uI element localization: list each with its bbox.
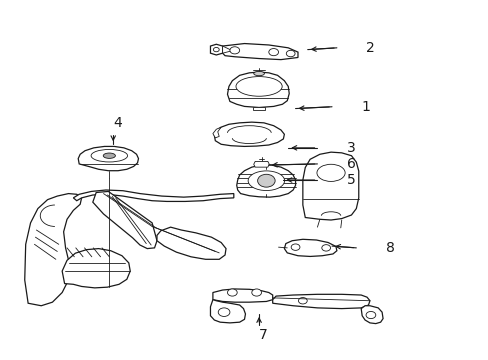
Text: 7: 7 <box>259 328 267 342</box>
Circle shape <box>218 308 229 316</box>
Polygon shape <box>236 165 295 197</box>
Polygon shape <box>272 294 369 309</box>
Circle shape <box>366 311 375 319</box>
Circle shape <box>286 50 294 57</box>
Polygon shape <box>214 122 284 147</box>
Text: 5: 5 <box>346 173 355 187</box>
Circle shape <box>213 48 219 52</box>
Text: 2: 2 <box>366 41 374 55</box>
Polygon shape <box>361 306 382 324</box>
Circle shape <box>257 174 275 187</box>
Text: 8: 8 <box>385 241 394 255</box>
Circle shape <box>321 245 330 251</box>
Polygon shape <box>62 249 130 288</box>
Polygon shape <box>93 192 157 249</box>
Polygon shape <box>157 227 225 259</box>
Polygon shape <box>222 46 232 53</box>
Text: 4: 4 <box>113 116 122 130</box>
Circle shape <box>229 47 239 54</box>
Circle shape <box>227 289 237 296</box>
Polygon shape <box>212 289 272 302</box>
Ellipse shape <box>236 77 282 96</box>
Circle shape <box>268 49 278 56</box>
Polygon shape <box>212 127 221 138</box>
Polygon shape <box>302 152 358 220</box>
Polygon shape <box>253 161 269 167</box>
Polygon shape <box>253 108 264 111</box>
Polygon shape <box>210 44 222 55</box>
Polygon shape <box>210 300 245 323</box>
Polygon shape <box>25 194 81 306</box>
Ellipse shape <box>247 171 284 190</box>
Circle shape <box>290 244 299 250</box>
Ellipse shape <box>91 149 127 162</box>
Polygon shape <box>227 72 288 108</box>
Polygon shape <box>78 147 138 171</box>
Circle shape <box>298 297 306 304</box>
Text: 3: 3 <box>346 141 355 155</box>
Polygon shape <box>73 190 233 202</box>
Text: 6: 6 <box>346 157 355 171</box>
Polygon shape <box>222 44 297 60</box>
Ellipse shape <box>103 153 115 158</box>
Polygon shape <box>284 239 336 256</box>
Circle shape <box>251 289 261 296</box>
Ellipse shape <box>253 71 264 76</box>
Text: 1: 1 <box>361 100 369 114</box>
Ellipse shape <box>316 164 345 181</box>
